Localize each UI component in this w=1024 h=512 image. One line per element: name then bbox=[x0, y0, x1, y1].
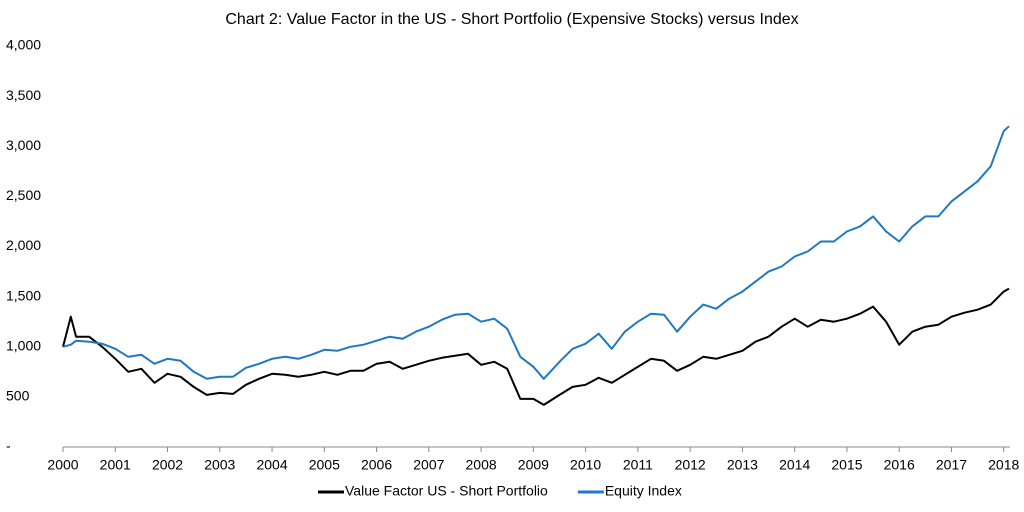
x-tick-label: 2005 bbox=[309, 457, 340, 473]
x-tick-label: 2015 bbox=[831, 457, 862, 473]
y-tick-label: 3,000 bbox=[6, 137, 41, 153]
y-tick-label: 2,500 bbox=[6, 187, 41, 203]
chart-title: Chart 2: Value Factor in the US - Short … bbox=[225, 11, 798, 28]
x-tick-label: 2010 bbox=[570, 457, 601, 473]
y-tick-label: 1,500 bbox=[6, 287, 41, 303]
y-tick-label: 500 bbox=[6, 388, 30, 404]
x-tick-label: 2002 bbox=[152, 457, 183, 473]
x-tick-label: 2009 bbox=[518, 457, 549, 473]
x-tick-label: 2007 bbox=[413, 457, 444, 473]
x-tick-label: 2017 bbox=[936, 457, 967, 473]
x-tick-label: 2008 bbox=[466, 457, 497, 473]
x-tick-label: 2012 bbox=[675, 457, 706, 473]
y-tick-label: 1,000 bbox=[6, 337, 41, 353]
legend-label: Value Factor US - Short Portfolio bbox=[345, 483, 548, 499]
x-tick-label: 2018 bbox=[988, 457, 1019, 473]
legend-label: Equity Index bbox=[605, 483, 682, 499]
x-tick-label: 2003 bbox=[204, 457, 235, 473]
y-tick-label: 4,000 bbox=[6, 37, 41, 53]
x-tick-label: 2016 bbox=[884, 457, 915, 473]
x-tick-label: 2004 bbox=[256, 457, 287, 473]
line-series bbox=[62, 287, 1010, 406]
y-tick-label: 3,500 bbox=[6, 87, 41, 103]
x-tick-label: 2011 bbox=[623, 457, 653, 473]
x-tick-label: 2001 bbox=[100, 457, 131, 473]
y-tick-label: - bbox=[6, 438, 11, 454]
x-tick-label: 2006 bbox=[361, 457, 392, 473]
x-tick-label: 2013 bbox=[727, 457, 758, 473]
line-series bbox=[62, 125, 1010, 380]
y-tick-label: 2,000 bbox=[6, 237, 41, 253]
x-tick-label: 2000 bbox=[47, 457, 78, 473]
x-tick-label: 2014 bbox=[779, 457, 810, 473]
